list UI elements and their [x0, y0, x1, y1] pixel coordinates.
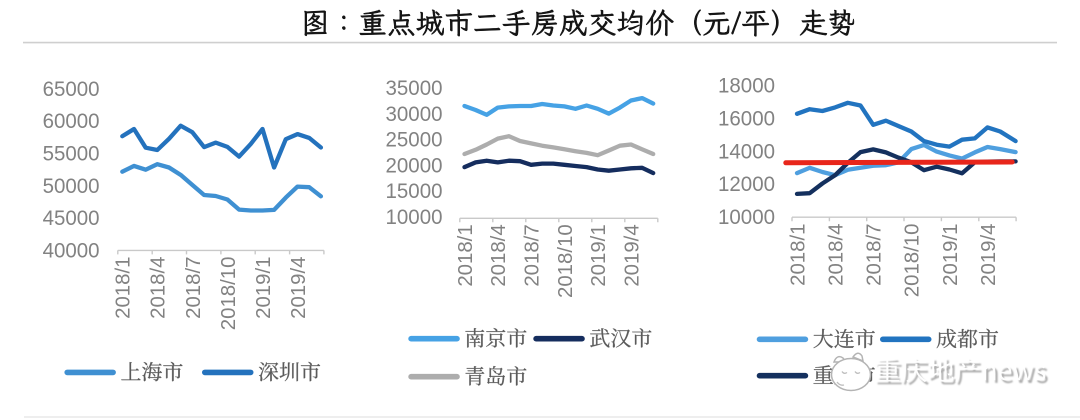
svg-text:2019/4: 2019/4 [621, 224, 643, 286]
svg-text:2018/1: 2018/1 [113, 257, 135, 319]
svg-text:20000: 20000 [386, 152, 443, 177]
svg-text:2018/10: 2018/10 [902, 224, 924, 298]
svg-text:16000: 16000 [718, 106, 775, 131]
svg-text:2019/4: 2019/4 [978, 224, 1000, 286]
svg-text:50000: 50000 [43, 173, 100, 198]
svg-text:2019/1: 2019/1 [588, 224, 610, 286]
svg-text:15000: 15000 [386, 178, 443, 203]
svg-text:2018/10: 2018/10 [555, 224, 577, 298]
svg-text:25000: 25000 [386, 127, 443, 152]
svg-text:18000: 18000 [718, 73, 775, 98]
svg-text:2019/4: 2019/4 [288, 257, 310, 319]
svg-text:2018/4: 2018/4 [825, 224, 847, 286]
svg-text:2019/1: 2019/1 [940, 224, 962, 286]
svg-text:30000: 30000 [386, 101, 443, 126]
svg-text:2018/1: 2018/1 [455, 224, 477, 286]
svg-text:2018/4: 2018/4 [488, 224, 510, 286]
svg-text:2018/7: 2018/7 [864, 224, 886, 286]
svg-text:12000: 12000 [718, 171, 775, 196]
svg-text:2018/10: 2018/10 [218, 257, 240, 331]
svg-text:60000: 60000 [43, 108, 100, 133]
svg-text:40000: 40000 [43, 238, 100, 263]
svg-text:2019/1: 2019/1 [253, 257, 275, 319]
svg-text:65000: 65000 [43, 76, 100, 101]
svg-text:2018/1: 2018/1 [787, 224, 809, 286]
svg-text:14000: 14000 [718, 138, 775, 163]
svg-text:2018/4: 2018/4 [148, 257, 170, 319]
svg-text:10000: 10000 [718, 204, 775, 229]
svg-text:2018/7: 2018/7 [521, 224, 543, 286]
svg-text:55000: 55000 [43, 141, 100, 166]
svg-text:35000: 35000 [386, 75, 443, 100]
svg-text:2018/7: 2018/7 [183, 257, 205, 319]
svg-text:10000: 10000 [386, 204, 443, 229]
svg-text:45000: 45000 [43, 205, 100, 230]
